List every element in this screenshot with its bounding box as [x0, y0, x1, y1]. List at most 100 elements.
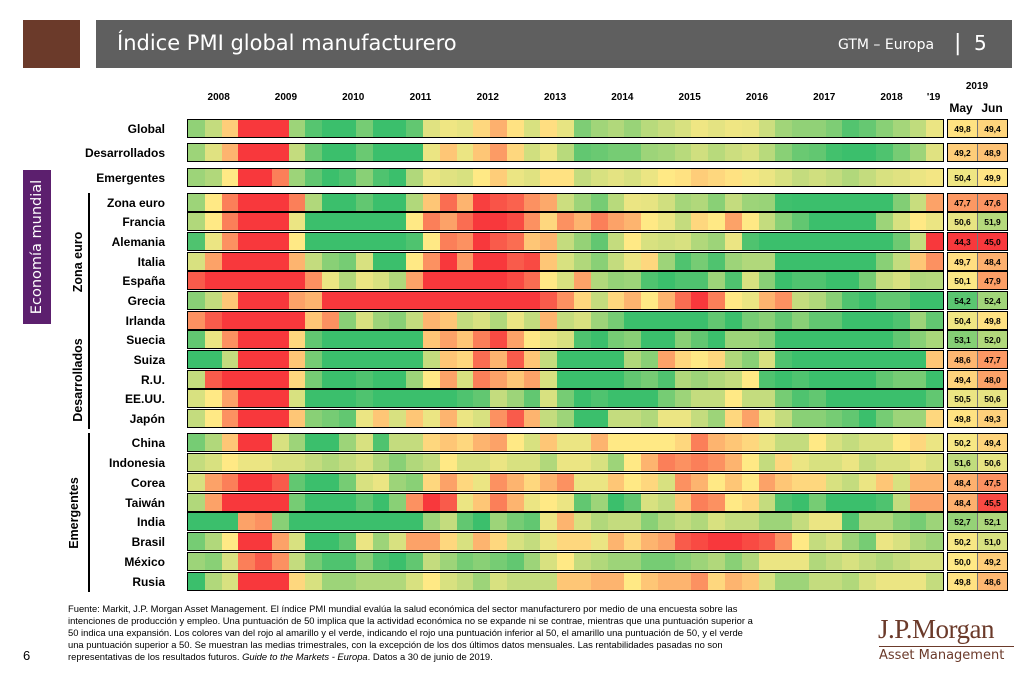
heatmap-cell [406, 120, 423, 137]
heatmap-cell [506, 120, 524, 137]
heatmap-cell [506, 474, 524, 491]
heatmap-cell [909, 434, 927, 451]
heatmap-cell [624, 194, 642, 211]
heatmap-cell [355, 533, 373, 550]
year-label: 2013 [543, 92, 567, 103]
heatmap-cell [255, 169, 272, 186]
heatmap-cell [523, 573, 541, 590]
heatmap-cell [876, 410, 893, 427]
heatmap-cell [506, 410, 524, 427]
heatmap-cell [204, 253, 222, 270]
heatmap-cell [775, 533, 793, 550]
heatmap-cell [557, 312, 574, 329]
heatmap-cell [725, 371, 742, 388]
year-label: 2008 [207, 92, 230, 103]
heatmap-cell [657, 454, 675, 471]
heatmap-cell [792, 513, 809, 530]
heatmap-cell [322, 331, 340, 348]
row-label: India [136, 515, 165, 529]
latest-values: 47,7 47,6 [947, 193, 1008, 212]
heatmap-cell [641, 351, 658, 368]
heatmap-cell [188, 194, 205, 211]
heatmap-cell [876, 371, 893, 388]
heatmap-cell [859, 312, 877, 329]
heatmap-cell [725, 351, 742, 368]
heatmap-cell [842, 434, 860, 451]
heatmap-cell [305, 312, 323, 329]
heatmap-cell [406, 144, 423, 161]
heatmap-cell [406, 371, 423, 388]
heatmap-cell [523, 434, 541, 451]
heatmap-cell [607, 233, 625, 250]
heatmap-cell [238, 474, 256, 491]
may-value: 48,4 [948, 474, 977, 491]
heatmap-cell [422, 454, 440, 471]
heatmap-cell [322, 474, 340, 491]
heatmap-cell [775, 213, 793, 230]
heatmap-cell [439, 494, 457, 511]
heatmap-cell [590, 120, 608, 137]
heatmap-cell [573, 573, 591, 590]
heatmap-cell [808, 331, 826, 348]
footnote-line: una puntuación superior a 50. Se muestra… [68, 639, 723, 650]
heatmap-cell [473, 494, 491, 511]
latest-values: 50,1 47,9 [947, 271, 1008, 290]
heatmap-cell [590, 434, 608, 451]
heatmap-cell [607, 169, 625, 186]
row-label: Zona euro [106, 196, 165, 210]
latest-values: 50,2 49,4 [947, 433, 1008, 452]
heatmap-cell [708, 533, 725, 550]
heatmap-cell [490, 312, 507, 329]
heatmap-cell [322, 253, 340, 270]
heatmap-cell [271, 292, 289, 309]
heatmap-row [187, 572, 944, 591]
year-label: 2018 [880, 92, 903, 103]
heatmap-cell [674, 454, 692, 471]
heatmap-cell [355, 390, 373, 407]
heatmap-cell [808, 194, 826, 211]
heatmap-cell [540, 292, 558, 309]
heatmap-cell [926, 533, 943, 550]
heatmap-cell [506, 169, 524, 186]
heatmap-cell [339, 533, 356, 550]
row-label: España [122, 274, 165, 288]
heatmap-cell [490, 573, 507, 590]
heatmap-cell [607, 474, 625, 491]
heatmap-cell [876, 513, 893, 530]
heatmap-cell [204, 272, 222, 289]
heatmap-cell [624, 474, 642, 491]
row-label: Irlanda [125, 314, 165, 328]
heatmap-cell [725, 272, 742, 289]
heatmap-cell [792, 351, 809, 368]
heatmap-cell [523, 494, 541, 511]
heatmap-cell [255, 272, 272, 289]
heatmap-cell [808, 351, 826, 368]
heatmap-cell [708, 194, 725, 211]
heatmap-cell [725, 553, 742, 570]
heatmap-cell [775, 253, 793, 270]
heatmap-cell [221, 351, 239, 368]
heatmap-cell [238, 213, 256, 230]
heatmap-cell [322, 351, 340, 368]
heatmap-cell [641, 553, 658, 570]
heatmap-cell [825, 144, 843, 161]
heatmap-cell [590, 312, 608, 329]
heatmap-cell [808, 390, 826, 407]
heatmap-row [187, 311, 944, 330]
heatmap-cell [624, 434, 642, 451]
heatmap-cell [842, 454, 860, 471]
heatmap-cell [624, 553, 642, 570]
heatmap-cell [339, 351, 356, 368]
heatmap-cell [490, 120, 507, 137]
heatmap-cell [204, 513, 222, 530]
heatmap-cell [926, 169, 943, 186]
heatmap-cell [725, 292, 742, 309]
group-bracket [88, 330, 90, 429]
heatmap-cell [339, 292, 356, 309]
may-value: 52,7 [948, 513, 977, 530]
heatmap-cell [540, 390, 558, 407]
heatmap-cell [708, 312, 725, 329]
heatmap-cell [439, 312, 457, 329]
jun-value: 52,4 [977, 292, 1007, 309]
heatmap-cell [708, 213, 725, 230]
